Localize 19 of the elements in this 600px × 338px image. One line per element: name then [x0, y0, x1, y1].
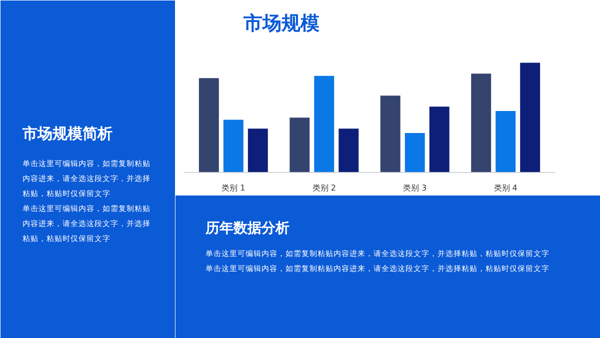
bar — [471, 74, 492, 172]
bar — [429, 106, 450, 172]
text: 市场规模简析 — [22, 124, 112, 142]
bar — [496, 111, 516, 172]
bar — [380, 96, 400, 172]
x-tick-label: 类别 3 — [403, 184, 427, 192]
bar — [520, 62, 540, 172]
bar — [290, 118, 310, 172]
bar — [314, 76, 334, 172]
bar — [223, 120, 244, 172]
x-tick-label: 类别 4 — [494, 184, 518, 192]
text: 历年数据分析 — [204, 220, 290, 236]
bar — [198, 78, 219, 172]
x-tick-label: 类别 1 — [222, 184, 246, 192]
bar — [338, 128, 359, 172]
chart-title: 市场规模 — [242, 12, 320, 34]
bar — [404, 132, 425, 172]
x-tick-label: 类别 2 — [312, 184, 336, 192]
bar — [248, 128, 268, 172]
